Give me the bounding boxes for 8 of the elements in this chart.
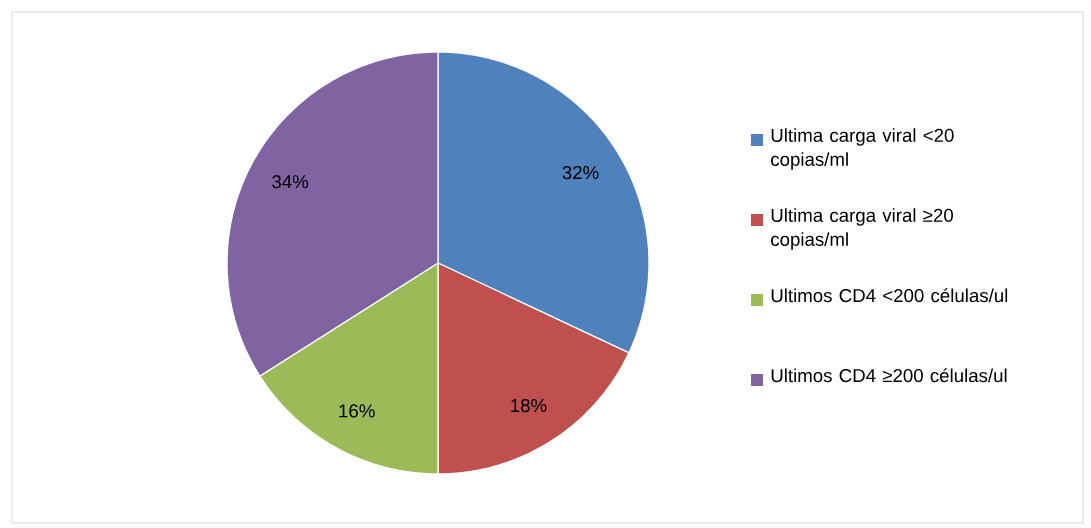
legend-label: Ultima carga viral ≥20 copias/ml [771, 208, 953, 250]
legend-label: Ultimos CD4 ≥200 células/ul [771, 368, 1007, 383]
legend-label: Ultima carga viral <20 copias/ml [771, 128, 954, 170]
data-label: 34% [272, 175, 309, 189]
data-label: 16% [339, 404, 375, 418]
data-label: 18% [511, 398, 547, 413]
legend-label: Ultimos CD4 <200 células/ul [771, 288, 1008, 303]
data-label: 32% [562, 165, 599, 180]
